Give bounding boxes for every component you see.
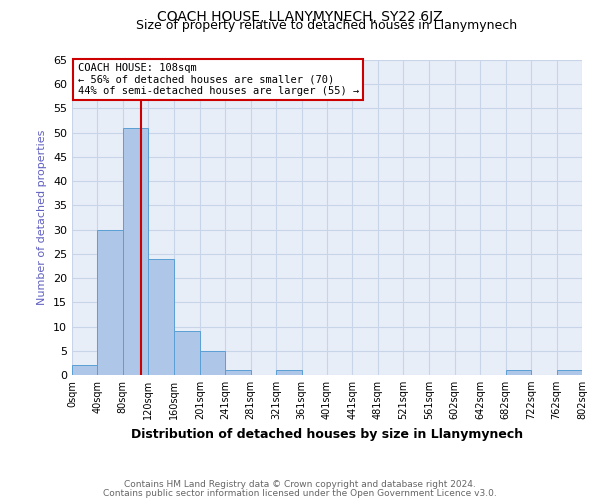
Bar (72, 366, 97, 375)
Text: COACH HOUSE: 108sqm
← 56% of detached houses are smaller (70)
44% of semi-detach: COACH HOUSE: 108sqm ← 56% of detached ho… (77, 63, 359, 96)
Bar (276, 370, 302, 375)
Bar (225, 370, 251, 375)
Bar (174, 332, 200, 375)
Bar (148, 258, 174, 375)
Bar (557, 370, 582, 375)
Text: Contains public sector information licensed under the Open Government Licence v3: Contains public sector information licen… (103, 488, 497, 498)
Bar (200, 351, 225, 375)
Bar (506, 370, 531, 375)
Text: COACH HOUSE, LLANYMYNECH, SY22 6JZ: COACH HOUSE, LLANYMYNECH, SY22 6JZ (157, 10, 443, 24)
Bar (97, 230, 123, 375)
Text: Contains HM Land Registry data © Crown copyright and database right 2024.: Contains HM Land Registry data © Crown c… (124, 480, 476, 489)
X-axis label: Distribution of detached houses by size in Llanymynech: Distribution of detached houses by size … (131, 428, 523, 440)
Bar (123, 128, 148, 375)
Title: Size of property relative to detached houses in Llanymynech: Size of property relative to detached ho… (136, 20, 518, 32)
Y-axis label: Number of detached properties: Number of detached properties (37, 130, 47, 305)
